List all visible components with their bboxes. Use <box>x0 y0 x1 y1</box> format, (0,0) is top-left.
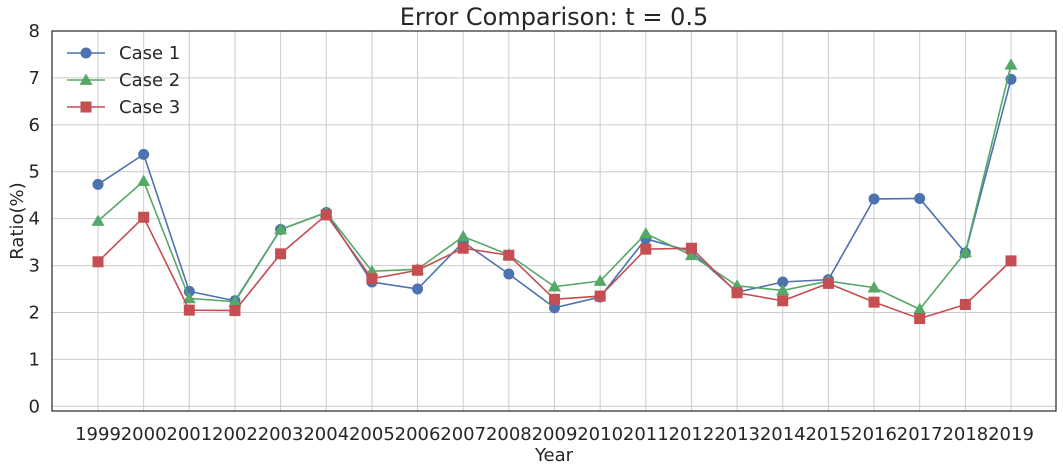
data-point <box>183 285 195 297</box>
data-point <box>640 243 652 255</box>
y-tick-label: 0 <box>29 396 40 417</box>
x-tick-label: 2009 <box>532 424 578 445</box>
data-point <box>868 193 880 205</box>
x-tick-label: 2018 <box>942 424 988 445</box>
legend-item: Case 2 <box>67 70 180 91</box>
x-tick-label: 2013 <box>714 424 760 445</box>
data-point <box>137 174 151 186</box>
x-tick-label: 2012 <box>669 424 715 445</box>
y-axis-label: Ratio(%) <box>7 182 28 259</box>
data-point <box>958 245 972 258</box>
data-point <box>412 283 424 295</box>
x-tick-label: 2003 <box>258 424 304 445</box>
y-axis-ticks: 0 1 2 3 4 5 6 7 8 <box>29 21 40 417</box>
x-tick-label: 1999 <box>75 424 121 445</box>
data-point <box>685 242 697 254</box>
x-tick-label: 2015 <box>805 424 851 445</box>
x-tick-label: 2017 <box>897 424 943 445</box>
x-tick-label: 2007 <box>440 424 486 445</box>
data-point <box>182 291 196 304</box>
y-tick-label: 8 <box>29 21 40 42</box>
legend-item: Case 3 <box>67 97 180 118</box>
data-point <box>275 248 287 260</box>
data-point <box>92 178 104 190</box>
data-point <box>503 249 515 261</box>
y-tick-label: 1 <box>29 349 40 370</box>
data-point <box>91 214 105 226</box>
data-point <box>1004 58 1018 70</box>
y-tick-label: 6 <box>29 115 40 136</box>
x-tick-label: 2001 <box>166 424 212 445</box>
data-point <box>549 302 560 314</box>
data-point <box>913 302 927 315</box>
data-point <box>867 281 881 293</box>
legend-marker <box>80 101 92 113</box>
data-point <box>639 227 653 239</box>
y-tick-label: 5 <box>29 162 40 183</box>
data-point <box>320 209 332 221</box>
series-layer <box>91 58 1018 325</box>
x-tick-label: 2000 <box>121 424 167 445</box>
y-tick-label: 7 <box>29 68 40 89</box>
legend-label: Case 2 <box>119 70 180 91</box>
data-point <box>138 148 150 160</box>
data-point <box>456 229 470 242</box>
y-tick-label: 4 <box>29 209 40 230</box>
x-tick-label: 2004 <box>303 424 349 445</box>
x-tick-label: 2014 <box>760 424 806 445</box>
data-point <box>274 222 288 235</box>
x-tick-label: 2008 <box>486 424 532 445</box>
x-tick-label: 2011 <box>623 424 669 445</box>
data-point <box>229 305 241 317</box>
data-point <box>228 295 242 307</box>
y-tick-label: 2 <box>29 302 40 323</box>
legend-marker <box>79 73 93 85</box>
data-point <box>138 211 150 223</box>
data-point <box>684 248 698 261</box>
data-point <box>914 313 926 325</box>
legend-label: Case 1 <box>119 43 180 64</box>
data-point <box>366 273 378 285</box>
data-point <box>503 268 515 280</box>
legend-marker <box>80 47 92 59</box>
data-point <box>593 274 607 286</box>
data-point <box>92 256 104 268</box>
x-tick-label: 2019 <box>988 424 1034 445</box>
series-3 <box>92 209 1017 325</box>
legend: Case 1 Case 2 Case 3 <box>67 43 180 118</box>
x-tick-label: 2006 <box>395 424 441 445</box>
data-point <box>412 264 424 276</box>
x-tick-label: 2010 <box>577 424 623 445</box>
plot-frame <box>51 30 1057 412</box>
data-point <box>731 287 743 299</box>
legend-item: Case 1 <box>67 43 180 64</box>
data-point <box>1005 255 1017 267</box>
data-point <box>594 290 606 302</box>
x-axis-label: Year <box>534 445 574 466</box>
data-point <box>959 299 971 311</box>
chart-title: Error Comparison: t = 0.5 <box>400 3 708 31</box>
x-tick-label: 2016 <box>851 424 897 445</box>
x-tick-label: 2002 <box>212 424 258 445</box>
grid <box>52 30 1056 411</box>
x-axis-ticks: 1999 2000 2001 2002 2003 2004 2005 2006 2007 2008… <box>75 424 1034 445</box>
data-point <box>868 296 880 308</box>
data-point <box>914 192 926 204</box>
data-point <box>457 242 469 254</box>
data-point <box>549 293 560 305</box>
data-point <box>777 295 789 307</box>
data-point <box>777 276 789 288</box>
data-point <box>822 277 834 289</box>
x-tick-label: 2005 <box>349 424 395 445</box>
y-tick-label: 3 <box>29 256 40 277</box>
legend-label: Case 3 <box>119 97 180 118</box>
data-point <box>548 280 561 292</box>
data-point <box>776 283 790 296</box>
data-point <box>183 304 195 316</box>
